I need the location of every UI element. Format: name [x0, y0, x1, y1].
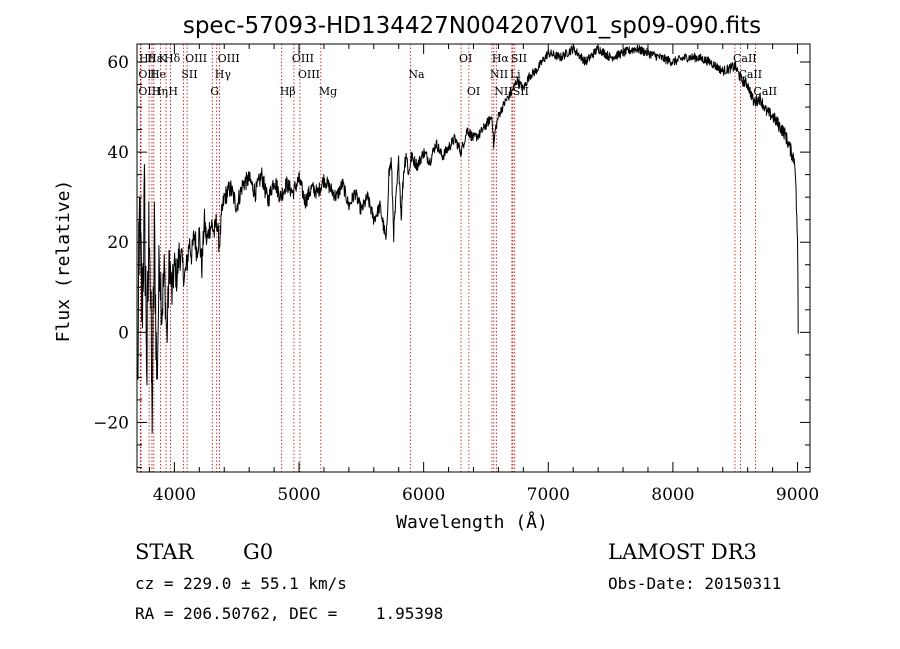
spectral-line-markers: [139, 44, 756, 472]
line-marker-label: OIII: [138, 85, 160, 98]
y-tick-label: −20: [93, 413, 129, 433]
x-tick-label: 9000: [776, 485, 819, 505]
line-marker-label: SII: [181, 68, 197, 81]
line-marker-label: SII: [513, 85, 529, 98]
line-marker-label: Na: [408, 68, 425, 81]
line-marker-label: Hβ: [280, 85, 296, 98]
x-axis-label: Wavelength (Å): [396, 511, 548, 533]
line-marker-label: OII: [138, 68, 156, 81]
x-tick-label: 7000: [527, 485, 570, 505]
line-marker-label: OI: [459, 52, 472, 65]
line-marker-label: CaII: [733, 52, 757, 65]
line-marker-label: G: [210, 85, 219, 98]
chart-title: spec-57093-HD134427N004207V01_sp09-090.f…: [183, 13, 761, 39]
redshift-value: cz = 229.0 ± 55.1 km/s: [135, 574, 347, 593]
line-marker-label: H: [168, 85, 178, 98]
line-marker-label: Mg: [319, 85, 337, 98]
y-axis: −20 0 20 40 60: [93, 53, 810, 468]
survey-name: LAMOST DR3: [608, 540, 757, 564]
line-marker-label: SII: [511, 52, 527, 65]
observation-date: Obs-Date: 20150311: [608, 574, 782, 593]
line-marker-label: Hη: [152, 85, 168, 98]
spectrum-series: [137, 44, 799, 434]
plot-frame: [136, 43, 811, 473]
y-tick-label: 20: [107, 233, 129, 253]
line-marker-label: Hδ: [164, 52, 181, 65]
coordinates: RA = 206.50762, DEC = 1.95398: [135, 604, 444, 623]
line-marker-label: K: [159, 52, 168, 65]
y-axis-label: Flux (relative): [53, 180, 74, 343]
line-marker-label: NII: [490, 68, 508, 81]
line-marker-label: OIII: [218, 52, 240, 65]
spectrum-line: [137, 44, 799, 434]
object-class: STAR: [135, 540, 194, 564]
x-tick-label: 4000: [153, 485, 196, 505]
line-marker-label: Hγ: [215, 68, 232, 81]
x-tick-label: 8000: [651, 485, 694, 505]
line-marker-label: Hα: [492, 52, 510, 65]
x-tick-label: 5000: [277, 485, 320, 505]
line-marker-label: Li: [510, 68, 521, 81]
line-marker-label: NII: [494, 85, 512, 98]
x-axis: 4000 5000 6000 7000 8000 9000: [148, 44, 819, 505]
line-marker-label: CaII: [738, 68, 762, 81]
line-marker-label: Hε: [147, 52, 163, 65]
line-marker-label: OI: [467, 85, 480, 98]
y-tick-label: 0: [118, 323, 129, 343]
y-tick-label: 40: [107, 143, 129, 163]
line-marker-label: CaII: [753, 85, 777, 98]
object-subclass: G0: [243, 540, 274, 564]
line-marker-label: OIII: [292, 52, 314, 65]
line-marker-label: OIII: [185, 52, 207, 65]
y-tick-label: 60: [107, 53, 129, 73]
line-marker-label: He: [150, 68, 166, 81]
line-marker-label: OIII: [298, 68, 320, 81]
x-tick-label: 6000: [402, 485, 445, 505]
